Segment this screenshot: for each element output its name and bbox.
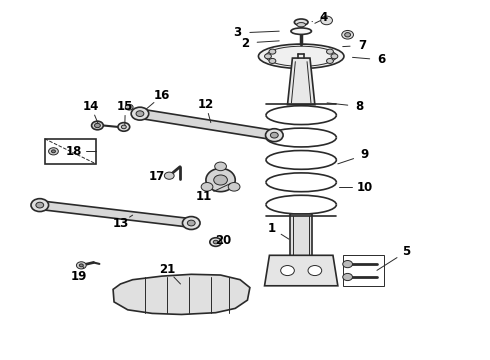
Circle shape (343, 261, 352, 268)
Circle shape (122, 125, 126, 129)
Text: 17: 17 (149, 170, 165, 183)
Text: 20: 20 (215, 234, 231, 247)
Circle shape (215, 162, 226, 171)
Text: 4: 4 (319, 12, 327, 24)
Circle shape (228, 183, 240, 191)
Polygon shape (265, 255, 338, 286)
Text: 10: 10 (357, 181, 373, 194)
Text: 9: 9 (361, 148, 369, 161)
Circle shape (36, 202, 44, 208)
Polygon shape (39, 201, 192, 227)
Text: 13: 13 (112, 216, 128, 230)
Ellipse shape (206, 168, 235, 192)
Circle shape (321, 16, 332, 25)
Circle shape (79, 264, 83, 267)
Text: 8: 8 (356, 100, 364, 113)
Circle shape (95, 123, 100, 128)
Circle shape (326, 58, 333, 63)
Circle shape (210, 238, 221, 246)
Text: 5: 5 (402, 245, 410, 258)
Text: 7: 7 (358, 39, 367, 52)
Circle shape (125, 104, 133, 110)
Ellipse shape (291, 28, 312, 35)
Circle shape (269, 49, 276, 54)
Circle shape (92, 121, 103, 130)
Circle shape (49, 148, 58, 155)
Circle shape (201, 183, 213, 191)
Circle shape (344, 33, 350, 37)
Circle shape (342, 31, 353, 39)
Polygon shape (291, 214, 312, 257)
Text: 18: 18 (66, 145, 82, 158)
Circle shape (136, 111, 144, 117)
Text: 16: 16 (154, 89, 170, 102)
Circle shape (269, 58, 276, 63)
Circle shape (214, 175, 227, 185)
Circle shape (266, 129, 283, 141)
Circle shape (343, 273, 352, 280)
Polygon shape (288, 58, 315, 105)
Ellipse shape (294, 19, 308, 26)
Circle shape (281, 266, 294, 275)
Circle shape (51, 150, 55, 153)
Circle shape (213, 240, 218, 244)
Circle shape (187, 220, 195, 226)
Circle shape (131, 107, 149, 120)
Text: 6: 6 (378, 53, 386, 66)
Bar (343, 255, 384, 286)
Circle shape (76, 262, 86, 269)
Text: 12: 12 (198, 98, 214, 111)
Polygon shape (113, 274, 250, 315)
Circle shape (308, 266, 322, 275)
Circle shape (118, 123, 130, 131)
Polygon shape (139, 109, 276, 140)
Circle shape (182, 217, 200, 229)
Circle shape (31, 199, 49, 212)
Text: 19: 19 (71, 270, 87, 283)
Text: 21: 21 (159, 263, 175, 276)
Text: 2: 2 (241, 36, 249, 50)
Text: 1: 1 (268, 222, 276, 235)
Ellipse shape (258, 44, 344, 68)
Circle shape (164, 172, 174, 179)
Text: 11: 11 (196, 190, 212, 203)
Text: 14: 14 (83, 100, 99, 113)
Bar (45, 139, 96, 164)
Circle shape (265, 54, 271, 59)
Circle shape (326, 49, 333, 54)
Text: 3: 3 (234, 27, 242, 40)
Circle shape (270, 132, 278, 138)
Circle shape (331, 54, 338, 59)
Text: 15: 15 (117, 100, 133, 113)
Ellipse shape (297, 23, 306, 27)
